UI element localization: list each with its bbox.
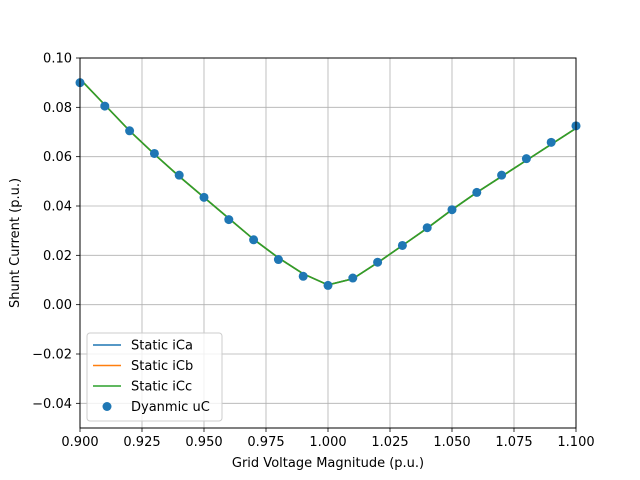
scatter-point (472, 187, 482, 197)
x-tick-label: 1.075 (495, 435, 532, 450)
legend-label: Static iCa (131, 339, 193, 354)
scatter-point (100, 101, 110, 111)
x-tick-label: 0.975 (247, 435, 284, 450)
x-axis-label: Grid Voltage Magnitude (p.u.) (232, 456, 424, 471)
scatter-point (521, 154, 531, 164)
scatter-point (125, 126, 135, 136)
y-tick-label: 0.06 (43, 150, 72, 165)
y-tick-label: 0.02 (43, 249, 72, 264)
legend: Static iCa Static iCb Static iCc Dyanmic uC (86, 332, 223, 422)
y-tick-label: −0.02 (32, 348, 72, 363)
scatter-point (447, 205, 457, 215)
scatter-series-group (75, 78, 581, 290)
y-tick-label: 0.04 (43, 200, 72, 215)
scatter-point (323, 280, 333, 290)
x-tick-label: 0.900 (61, 435, 98, 450)
y-axis-label: Shunt Current (p.u.) (8, 178, 23, 308)
legend-marker (102, 402, 112, 411)
x-tick-label: 1.000 (309, 435, 346, 450)
x-tick-label: 0.925 (123, 435, 160, 450)
scatter-point (298, 271, 308, 281)
y-tick-label: 0.00 (43, 298, 72, 313)
x-tick-label: 1.100 (557, 435, 594, 450)
x-tick-label: 0.950 (185, 435, 222, 450)
scatter-point (397, 240, 407, 250)
legend-label: Static iCc (131, 380, 192, 395)
y-tick-label: 0.08 (43, 101, 72, 116)
scatter-point (199, 192, 209, 202)
scatter-point (546, 137, 556, 147)
legend-label: Dyanmic uC (131, 400, 210, 415)
scatter-point (273, 255, 283, 265)
series-layer (75, 78, 581, 290)
scatter-point (174, 170, 184, 180)
axis-ticks: 0.900 0.925 0.950 0.975 1.000 1.025 1.050 1.075… (32, 52, 594, 451)
scatter-point (224, 215, 234, 225)
y-tick-label: −0.04 (32, 397, 72, 412)
scatter-point (149, 148, 159, 158)
x-tick-label: 1.025 (371, 435, 408, 450)
scatter-point (373, 257, 383, 267)
legend-label: Static iCb (131, 359, 193, 374)
scatter-point (348, 273, 358, 283)
scatter-point (249, 235, 259, 245)
y-tick-label: 0.10 (43, 52, 72, 67)
legend-box (86, 332, 223, 422)
x-tick-label: 1.050 (433, 435, 470, 450)
scatter-point (497, 170, 507, 180)
scatter-point (422, 223, 432, 233)
